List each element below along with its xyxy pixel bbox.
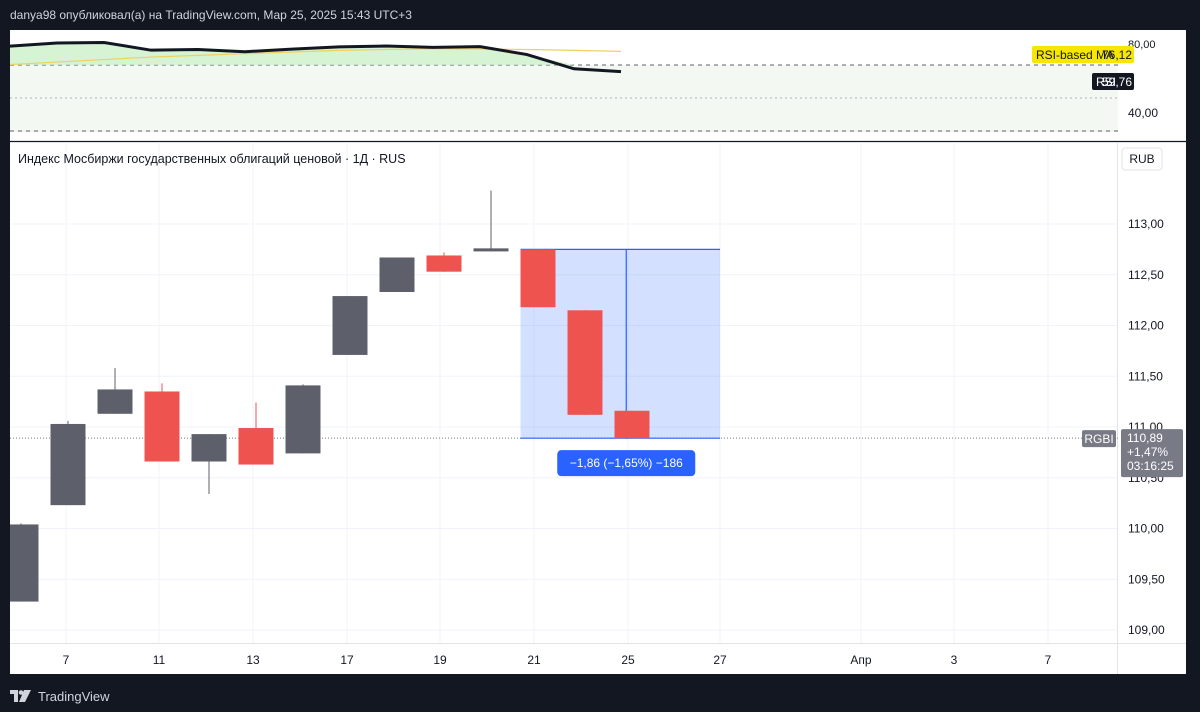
measure-label[interactable]: −1,86 (−1,65%) −186 (557, 450, 696, 477)
candle[interactable] (614, 410, 650, 439)
price-grid (10, 142, 1118, 643)
candle-body (473, 248, 509, 252)
time-axis-label: 27 (713, 653, 727, 667)
price-axis-label: 110,00 (1128, 522, 1164, 536)
rsi-band (10, 65, 1118, 132)
rsi-ma-badge-value: 76,12 (1102, 48, 1132, 62)
time-axis-label: 25 (621, 653, 635, 667)
last-price-badge (1121, 429, 1183, 478)
rsi-pane[interactable]: 80,00 RSI-based MA 76,12 RSI 59,76 40,00 (9, 30, 1158, 141)
time-axis-label: 19 (433, 653, 447, 667)
candles[interactable] (3, 190, 650, 602)
candle-body (567, 310, 603, 415)
currency-button[interactable] (1121, 147, 1163, 171)
candle-body (238, 428, 274, 465)
candle[interactable] (191, 434, 227, 494)
bar-countdown: 03:16:25 (1127, 459, 1174, 473)
candle-body (426, 255, 462, 272)
candle[interactable] (144, 383, 180, 462)
last-price-change: +1,47% (1127, 445, 1168, 459)
rsi-ma-line (9, 48, 622, 66)
time-axis-label: 7 (63, 653, 70, 667)
last-price-value: 110,89 (1127, 431, 1163, 445)
chart-frame[interactable]: 80,00 RSI-based MA 76,12 RSI 59,76 40,00… (3, 30, 1186, 674)
candle-body (50, 423, 86, 506)
footer-brand[interactable]: TradingView (0, 680, 1200, 712)
main-pane[interactable]: Индекс Мосбиржи государственных облигаци… (3, 142, 1186, 674)
candle[interactable] (97, 368, 133, 414)
time-axis-label: Апр (850, 653, 872, 667)
time-axis-label: 3 (951, 653, 958, 667)
candle-body (97, 389, 133, 414)
candle[interactable] (567, 310, 603, 415)
candle[interactable] (238, 402, 274, 465)
symbol-tag (1082, 430, 1116, 448)
candle-body (3, 524, 39, 602)
candle[interactable] (473, 190, 509, 252)
currency-label: RUB (1129, 152, 1154, 166)
candle[interactable] (426, 252, 462, 272)
rsi-badge-value: 59,76 (1102, 75, 1132, 89)
rsi-value-badge (1092, 73, 1134, 90)
candle[interactable] (332, 296, 368, 355)
time-axis-label: 7 (1045, 653, 1052, 667)
candle[interactable] (285, 384, 321, 454)
candle-body (332, 296, 368, 355)
time-axis-label: 17 (340, 653, 354, 667)
price-axis-label: 109,50 (1128, 572, 1165, 586)
time-axis-label: 21 (527, 653, 541, 667)
rsi-ma-badge-label: RSI-based MA (1036, 48, 1114, 62)
publish-info: danya98 опубликовал(а) на TradingView.co… (10, 8, 412, 22)
price-axis-label: 112,50 (1128, 268, 1164, 282)
time-axis-label: 11 (153, 653, 166, 667)
candle[interactable] (3, 523, 39, 602)
candle-body (379, 257, 415, 293)
rsi-axis-label-80: 80,00 (1128, 39, 1156, 51)
candle-body (520, 249, 556, 308)
time-axis[interactable]: 7 11 13 17 19 21 25 27 Апр 3 7 (63, 653, 1052, 667)
price-axis-label: 111,50 (1128, 369, 1163, 383)
rsi-ma-badge (1032, 46, 1134, 63)
tradingview-brand: TradingView (38, 688, 110, 704)
price-axis-label: 109,00 (1128, 623, 1165, 637)
candle-body (144, 391, 180, 462)
rsi-line (9, 40, 622, 74)
price-axis-label: 112,00 (1128, 319, 1164, 333)
rsi-axis-label-40: 40,00 (1128, 106, 1158, 120)
candle-body (191, 434, 227, 462)
chart-svg[interactable]: 80,00 RSI-based MA 76,12 RSI 59,76 40,00… (3, 30, 1186, 674)
candle-body (285, 385, 321, 454)
symbol-legend[interactable]: Индекс Мосбиржи государственных облигаци… (18, 152, 406, 166)
rsi-badge-label: RSI (1096, 75, 1116, 89)
tradingview-logo-icon (10, 690, 32, 702)
time-axis-label: 13 (246, 653, 260, 667)
symbol-tag-text: RGBI (1084, 432, 1113, 446)
candle-body (614, 410, 650, 439)
price-axis[interactable]: 113,00112,50112,00111,50111,00110,50110,… (1128, 217, 1165, 637)
measure-label-bg (557, 450, 696, 477)
candle[interactable] (379, 257, 415, 293)
measure-label-text: −1,86 (−1,65%) −186 (570, 456, 683, 470)
candle[interactable] (520, 249, 556, 308)
price-axis-label: 113,00 (1128, 217, 1164, 231)
candle[interactable] (50, 420, 86, 506)
